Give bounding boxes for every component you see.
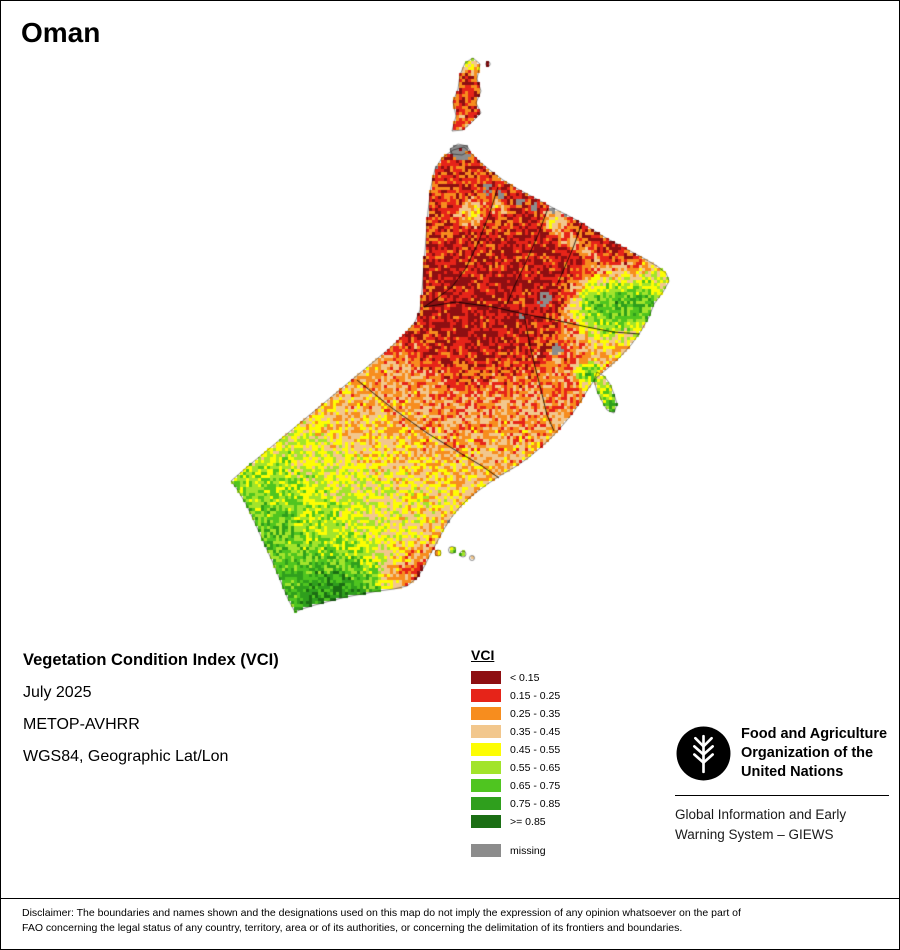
legend-title: VCI bbox=[471, 647, 495, 663]
legend-label: 0.55 - 0.65 bbox=[510, 761, 561, 774]
missing-label: missing bbox=[510, 844, 546, 857]
legend-item: 0.45 - 0.55 bbox=[471, 743, 560, 756]
fao-divider bbox=[675, 795, 889, 796]
legend-item: >= 0.85 bbox=[471, 815, 560, 828]
sensor-name: METOP-AVHRR bbox=[23, 716, 140, 733]
legend-item: 0.25 - 0.35 bbox=[471, 707, 560, 720]
legend-swatch bbox=[471, 797, 501, 810]
legend-swatch bbox=[471, 707, 501, 720]
legend-swatch bbox=[471, 815, 501, 828]
legend-items: < 0.15 0.15 - 0.25 0.25 - 0.35 0.35 - 0.45 0… bbox=[471, 671, 560, 828]
legend-swatch bbox=[471, 761, 501, 774]
disclaimer-bar: Disclaimer: The boundaries and names sho… bbox=[1, 898, 899, 936]
fao-header: Food and Agriculture Organization of the U… bbox=[675, 725, 889, 782]
fao-attribution: Food and Agriculture Organization of the U… bbox=[675, 725, 889, 845]
legend-label: 0.65 - 0.75 bbox=[510, 779, 561, 792]
map-info-block: Vegetation Condition Index (VCI) July 20… bbox=[23, 651, 279, 780]
legend-item: 0.35 - 0.45 bbox=[471, 725, 560, 738]
legend-item: 0.65 - 0.75 bbox=[471, 779, 560, 792]
legend-item: < 0.15 bbox=[471, 671, 560, 684]
observation-date: July 2025 bbox=[23, 684, 92, 701]
vci-heading: Vegetation Condition Index (VCI) bbox=[23, 651, 279, 669]
fao-org-line: Organization of the bbox=[741, 745, 874, 761]
giews-label: Global Information and Early Warning Sys… bbox=[675, 807, 847, 842]
legend-label: 0.35 - 0.45 bbox=[510, 725, 561, 738]
legend-swatch bbox=[471, 725, 501, 738]
legend-swatch bbox=[471, 671, 501, 684]
legend-label: 0.25 - 0.35 bbox=[510, 707, 561, 720]
legend-swatch bbox=[471, 779, 501, 792]
legend-label: 0.15 - 0.25 bbox=[510, 689, 561, 702]
legend-item: 0.55 - 0.65 bbox=[471, 761, 560, 774]
fao-org-line: United Nations bbox=[741, 764, 844, 780]
vci-legend: VCI < 0.15 0.15 - 0.25 0.25 - 0.35 0.35 - 0… bbox=[471, 647, 560, 862]
legend-swatch bbox=[471, 743, 501, 756]
legend-label: 0.45 - 0.55 bbox=[510, 743, 561, 756]
legend-label: >= 0.85 bbox=[510, 815, 546, 828]
legend-label: < 0.15 bbox=[510, 671, 540, 684]
legend-missing-row: missing bbox=[471, 844, 560, 857]
fao-logo-icon bbox=[676, 726, 731, 781]
legend-label: 0.75 - 0.85 bbox=[510, 797, 561, 810]
disclaimer-text: Disclaimer: The boundaries and names sho… bbox=[22, 907, 741, 934]
legend-swatch bbox=[471, 689, 501, 702]
missing-swatch bbox=[471, 844, 501, 857]
legend-item: 0.75 - 0.85 bbox=[471, 797, 560, 810]
projection-label: WGS84, Geographic Lat/Lon bbox=[23, 748, 229, 765]
fao-org-name: Food and Agriculture Organization of the U… bbox=[741, 725, 887, 782]
legend-item: 0.15 - 0.25 bbox=[471, 689, 560, 702]
fao-org-line: Food and Agriculture bbox=[741, 726, 888, 742]
